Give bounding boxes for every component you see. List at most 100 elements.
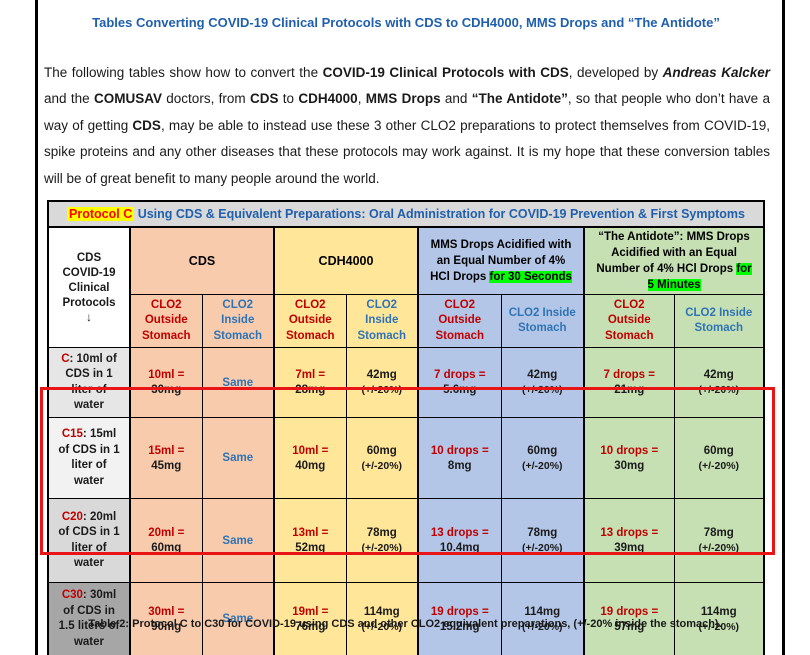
- data-cell: 19 drops = 15.2mg: [417, 582, 502, 655]
- protocol-label-cell: C15: 15ml of CDS in 1 liter of water: [47, 417, 131, 499]
- subheader-antidote-outside: CLO2 Outside Stomach: [583, 294, 675, 348]
- cell-value: 19 drops =: [600, 605, 659, 618]
- group-header-mms: MMS Drops Acidified with an Equal Number…: [417, 226, 585, 295]
- cell-value: 60mg: [527, 444, 558, 457]
- cell-value: 10ml =: [292, 444, 329, 457]
- protocols-header-text: CDS COVID-19 Clinical Protocols: [62, 252, 116, 309]
- cell-value: 57mg: [614, 620, 645, 633]
- protocol-label-cell: C20: 20ml of CDS in 1 liter of water: [47, 498, 131, 583]
- cell-value: 7ml =: [295, 369, 326, 381]
- group-header-cds: CDS: [129, 226, 275, 295]
- data-cell: Same: [201, 347, 275, 418]
- cell-value: 42mg: [366, 369, 397, 381]
- cell-value: (+/-20%): [698, 459, 740, 472]
- down-arrow-icon: ↓: [86, 310, 92, 324]
- cell-value: 10 drops =: [600, 444, 659, 457]
- data-cell: 60mg (+/-20%): [345, 417, 419, 499]
- group-header-cdh4000: CDH4000: [273, 226, 419, 295]
- cell-value: 7 drops =: [434, 369, 486, 381]
- data-cell: Same: [201, 417, 275, 499]
- cell-value: 19 drops =: [430, 605, 489, 618]
- cell-value: (+/-20%): [521, 542, 563, 554]
- subheader-label: CLO2 Inside Stomach: [213, 298, 263, 342]
- subheader-label: CLO2 Inside Stomach: [508, 306, 576, 335]
- data-cell: 19 drops = 57mg: [583, 582, 675, 655]
- intro-text-bold: “The Antidote”: [471, 91, 568, 106]
- protocol-description: : 15ml of CDS in 1 liter of water: [58, 428, 120, 487]
- data-cell: 10ml = 30mg: [129, 347, 203, 418]
- data-cell: 19ml = 76mg: [273, 582, 347, 655]
- cell-value: 60mg: [366, 444, 397, 457]
- cell-value: 10.4mg: [439, 542, 480, 554]
- data-cell: 42mg (+/-20%): [500, 347, 585, 418]
- cell-value: 30mg: [151, 384, 182, 396]
- protocol-code: C20: [61, 510, 83, 523]
- data-cell: 20ml = 60mg: [129, 498, 203, 583]
- cell-value: 76mg: [295, 620, 326, 633]
- cell-value: (+/-20%): [361, 384, 403, 396]
- data-cell: 78mg (+/-20%): [500, 498, 585, 583]
- protocol-label-cell: C: 10ml of CDS in 1 liter of water: [47, 347, 131, 418]
- intro-text-bold: CDH4000: [298, 91, 358, 106]
- cell-value: 42mg: [527, 369, 558, 381]
- cell-value: 60mg: [703, 444, 734, 457]
- data-cell: Same: [201, 498, 275, 583]
- data-cell: 7 drops = 5.6mg: [417, 347, 502, 418]
- table-title-row: Protocol C Using CDS & Equivalent Prepar…: [47, 200, 765, 228]
- cell-value: 60mg: [151, 542, 182, 554]
- data-cell: 78mg (+/-20%): [673, 498, 765, 583]
- cell-value: 15.2mg: [439, 620, 480, 633]
- cell-value: 10 drops =: [430, 444, 489, 457]
- subheader-cds-outside: CLO2 Outside Stomach: [129, 294, 203, 348]
- intro-text: and the: [44, 91, 94, 106]
- data-cell: 7 drops = 21mg: [583, 347, 675, 418]
- data-cell: 114mg (+/-20%): [673, 582, 765, 655]
- protocol-description: : 20ml of CDS in 1 liter of water: [58, 510, 120, 570]
- cell-value: (+/-20%): [698, 542, 740, 554]
- table-title-cell: Protocol C Using CDS & Equivalent Prepar…: [47, 200, 765, 228]
- protocol-description: : 10ml of CDS in 1 liter of water: [65, 352, 117, 412]
- table-row: C15: 15ml of CDS in 1 liter of water 15m…: [47, 417, 765, 499]
- cell-value: 7 drops =: [603, 369, 655, 381]
- intro-text-bold: MMS Drops: [365, 91, 441, 106]
- data-cell: 10 drops = 8mg: [417, 417, 502, 499]
- protocol-c-highlight: Protocol C: [67, 207, 135, 221]
- subheader-cdh-inside: CLO2 Inside Stomach: [345, 294, 419, 348]
- cell-value: 78mg: [366, 527, 397, 539]
- cell-value: 90mg: [151, 620, 182, 633]
- table-row: C20: 20ml of CDS in 1 liter of water 20m…: [47, 498, 765, 583]
- subheader-label: CLO2 Inside Stomach: [357, 298, 407, 342]
- cell-value: 114mg: [700, 605, 737, 618]
- cell-value: 30ml =: [148, 605, 185, 618]
- cell-value: 78mg: [527, 527, 558, 539]
- intro-paragraph: The following tables show how to convert…: [44, 60, 770, 193]
- data-cell: 114mg (+/-20%): [500, 582, 585, 655]
- data-cell: 7ml = 28mg: [273, 347, 347, 418]
- intro-text: and: [440, 91, 472, 106]
- subheader-antidote-inside: CLO2 Inside Stomach: [673, 294, 765, 348]
- cell-value: (+/-20%): [698, 620, 740, 633]
- data-cell: 78mg (+/-20%): [345, 498, 419, 583]
- intro-text-bold-italic: Andreas Kalcker: [662, 64, 771, 80]
- cell-value: 19ml =: [292, 605, 329, 618]
- cell-value: (+/-20%): [361, 620, 403, 633]
- data-cell: 13ml = 52mg: [273, 498, 347, 583]
- cell-value: 21mg: [614, 384, 645, 396]
- cell-value: 78mg: [703, 527, 734, 539]
- cell-value: 114mg: [524, 605, 561, 618]
- subheader-cdh-outside: CLO2 Outside Stomach: [273, 294, 347, 348]
- intro-text-bold: CDS: [249, 91, 279, 106]
- data-cell: 13 drops = 10.4mg: [417, 498, 502, 583]
- subheader-label: CLO2 Inside Stomach: [685, 306, 753, 335]
- intro-text-bold: CDS: [132, 117, 161, 133]
- table-row: C: 10ml of CDS in 1 liter of water 10ml …: [47, 347, 765, 418]
- cell-value: 15ml =: [148, 444, 185, 457]
- cell-value: 10ml =: [148, 369, 185, 381]
- data-cell: 42mg (+/-20%): [345, 347, 419, 418]
- cell-value: 13ml =: [292, 527, 329, 539]
- cell-value: (+/-20%): [361, 542, 403, 554]
- protocol-table-wrapper: Protocol C Using CDS & Equivalent Prepar…: [47, 200, 766, 655]
- cell-value: 28mg: [295, 384, 326, 396]
- subheader-label: CLO2 Outside Stomach: [435, 298, 485, 342]
